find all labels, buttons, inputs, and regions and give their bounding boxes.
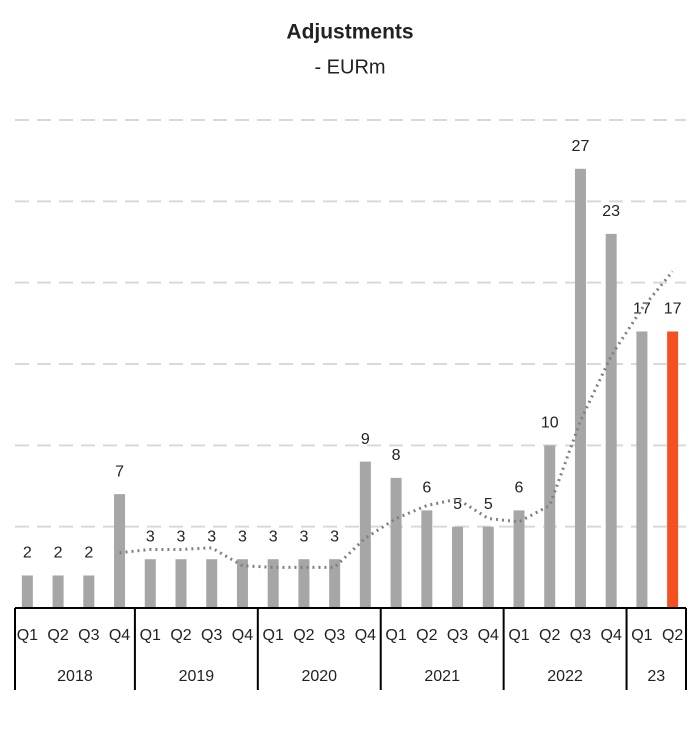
chart-title: Adjustments: [286, 21, 413, 44]
data-label: 3: [299, 528, 308, 545]
x-tick-label: Q3: [447, 627, 468, 644]
x-tick-label: Q1: [385, 627, 406, 644]
data-label: 6: [515, 480, 524, 497]
group-label: 2022: [547, 668, 583, 685]
data-label: 3: [207, 528, 216, 545]
data-label: 17: [664, 301, 682, 318]
data-label: 3: [146, 528, 155, 545]
bar: [667, 331, 679, 608]
x-tick-label: Q4: [478, 627, 499, 644]
x-tick-label: Q3: [78, 627, 99, 644]
data-label: 5: [453, 496, 462, 513]
bar: [574, 168, 586, 609]
bar: [144, 559, 156, 608]
bar: [52, 575, 64, 608]
bar: [83, 575, 95, 608]
data-label: 3: [238, 528, 247, 545]
data-label: 27: [572, 138, 590, 155]
x-tick-label: Q3: [201, 627, 222, 644]
x-tick-label: Q4: [355, 627, 376, 644]
group-label: 23: [647, 668, 665, 685]
bar: [267, 559, 279, 608]
data-label: 8: [392, 447, 401, 464]
group-label: 2018: [57, 668, 93, 685]
x-tick-label: Q2: [47, 627, 68, 644]
x-tick-label: Q4: [109, 627, 130, 644]
x-tick-label: Q3: [570, 627, 591, 644]
group-label: 2019: [179, 668, 215, 685]
x-tick-label: Q2: [293, 627, 314, 644]
bar: [605, 233, 617, 608]
bar: [114, 494, 126, 608]
x-tick-label: Q3: [324, 627, 345, 644]
data-label: 7: [115, 463, 124, 480]
data-label: 9: [361, 431, 370, 448]
x-tick-label: Q4: [601, 627, 622, 644]
data-label: 17: [633, 301, 651, 318]
bar: [482, 526, 494, 608]
data-label: 3: [177, 528, 186, 545]
bar: [390, 477, 402, 608]
data-label: 2: [84, 545, 93, 562]
x-tick-label: Q2: [539, 627, 560, 644]
x-tick-label: Q1: [631, 627, 652, 644]
x-tick-label: Q1: [508, 627, 529, 644]
group-label: 2020: [301, 668, 337, 685]
bar: [298, 559, 310, 608]
bar: [21, 575, 33, 608]
chart-subtitle: - EURm: [314, 56, 385, 78]
data-label: 5: [484, 496, 493, 513]
x-tick-label: Q2: [170, 627, 191, 644]
x-tick-label: Q1: [140, 627, 161, 644]
bar: [359, 461, 371, 608]
bar: [421, 510, 433, 608]
data-label: 6: [422, 480, 431, 497]
data-label: 2: [54, 545, 63, 562]
bar: [636, 331, 648, 608]
data-label: 10: [541, 415, 559, 432]
bar: [236, 559, 248, 608]
x-tick-label: Q1: [263, 627, 284, 644]
data-label: 23: [602, 203, 620, 220]
data-label: 2: [23, 545, 32, 562]
bar: [544, 445, 556, 608]
bar: [452, 526, 464, 608]
data-label: 3: [269, 528, 278, 545]
group-label: 2021: [424, 668, 460, 685]
bar: [206, 559, 218, 608]
data-label: 3: [330, 528, 339, 545]
x-tick-label: Q4: [232, 627, 253, 644]
bar: [513, 510, 525, 608]
x-tick-label: Q2: [416, 627, 437, 644]
bar: [175, 559, 187, 608]
x-tick-label: Q2: [662, 627, 683, 644]
x-tick-label: Q1: [17, 627, 38, 644]
bar: [329, 559, 341, 608]
